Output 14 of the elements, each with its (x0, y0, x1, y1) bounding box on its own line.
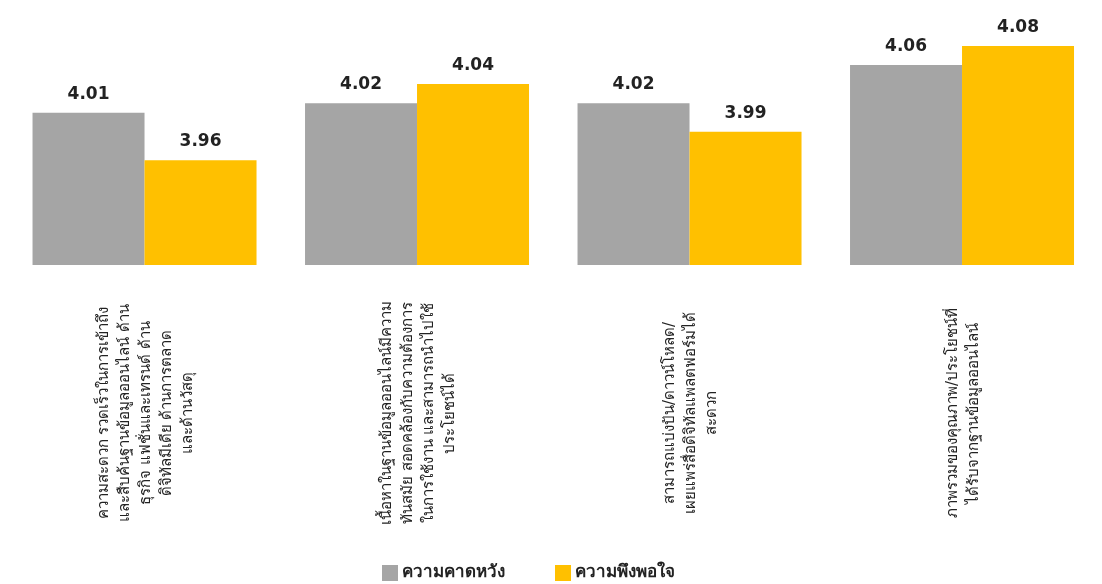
x-tick-label: ภาพรวมของคุณภาพ/ประโยชน์ที่ ได้รับจากฐานข้อมูลออนไลน์ (941, 307, 983, 519)
data-label: 4.04 (452, 54, 495, 75)
legend-label: ความคาดหวัง (401, 561, 505, 581)
data-label: 4.01 (67, 82, 110, 103)
data-label: 3.96 (179, 130, 222, 151)
legend-label: ความพึงพอใจ (574, 561, 675, 581)
data-label: 3.99 (724, 101, 767, 122)
x-tick-label: เนื้อหาในฐานข้อมูลออนไลน์มีความ ทันสมัย สอดคล้องกับความต้องการ ในการใช้งาน และสามารถนำไปใช้ ประโยชน์ได้ (375, 301, 459, 525)
x-tick-label: ความสะดวก รวดเร็วในการเข้าถึง และสืบค้นฐานข้อมูลออนไลน์ ด้าน ธุรกิจ แฟชั่นและเทรนด์ ด้าน ดิจิทัลมีเดีย ด้านการตลาด และด้านวัสดุ (93, 304, 198, 522)
data-label: 4.06 (885, 35, 927, 56)
data-label: 4.02 (612, 73, 655, 94)
data-label: 4.02 (340, 73, 382, 94)
x-tick-label: สามารถแบ่งปัน/ดาวน์โหลด/ เผยแพร่สื่อดิจิทัลแพลตฟอร์มได้ สะดวก (660, 312, 721, 514)
data-label: 4.08 (997, 16, 1039, 36)
